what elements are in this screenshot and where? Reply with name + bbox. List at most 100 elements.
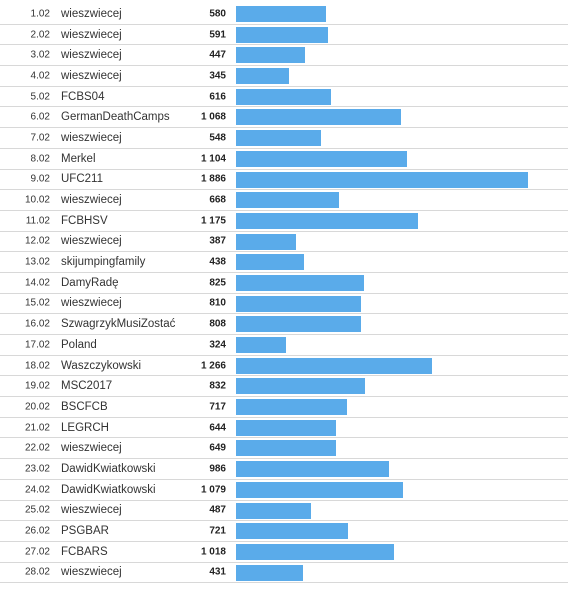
hashtag-label: wieszwiecej (61, 7, 122, 20)
bar (236, 88, 332, 105)
chart-row: 2.02 wieszwiecej 591 (0, 25, 568, 46)
bar (236, 233, 296, 250)
chart-row: 6.02 GermanDeathCamps 1 068 (0, 107, 568, 129)
date-label: 4.02 (30, 70, 50, 82)
chart-row: 28.02 wieszwiecej 431 (0, 563, 568, 584)
chart-row: 19.02 MSC2017 832 (0, 376, 568, 398)
date-label: 9.02 (30, 173, 50, 185)
value-label: 616 (209, 91, 226, 103)
bar (236, 171, 528, 188)
chart-row: 3.02 wieszwiecej 447 (0, 45, 568, 67)
chart-row: 11.02 FCBHSV 1 175 (0, 211, 568, 232)
value-label: 1 886 (200, 173, 226, 185)
hashtag-label: wieszwiecej (61, 235, 122, 248)
hashtag-label: DawidKwiatkowski (61, 483, 156, 496)
date-label: 15.02 (24, 297, 50, 309)
bar (236, 316, 362, 333)
chart-row: 27.02 FCBARS 1 018 (0, 542, 568, 563)
date-label: 25.02 (24, 504, 50, 516)
value-label: 580 (209, 8, 226, 20)
value-label: 487 (209, 504, 226, 516)
hashtag-label: wieszwiecej (61, 131, 122, 144)
value-label: 644 (209, 422, 226, 434)
hashtag-label: wieszwiecej (61, 69, 122, 82)
bar (236, 481, 404, 498)
date-label: 7.02 (30, 132, 50, 144)
date-label: 3.02 (30, 49, 50, 61)
hashtag-label: wieszwiecej (61, 28, 122, 41)
bar (236, 26, 328, 43)
date-label: 19.02 (24, 380, 50, 392)
hashtag-label: SzwagrzykMusiZostać (61, 318, 176, 331)
bar (236, 150, 407, 167)
bar (236, 6, 326, 22)
hashtag-label: wieszwiecej (61, 442, 122, 455)
date-label: 8.02 (30, 153, 50, 165)
chart-row: 9.02 UFC211 1 886 (0, 170, 568, 191)
value-label: 387 (209, 235, 226, 247)
bar (236, 130, 321, 147)
bar (236, 461, 389, 478)
chart-rows: 1.02 wieszwiecej 580 2.02 wieszwiecej 591 3.02… (0, 4, 568, 584)
value-label: 810 (209, 297, 226, 309)
chart-row: 21.02 LEGRCH 644 (0, 418, 568, 439)
chart-row: 24.02 DawidKwiatkowski 1 079 (0, 480, 568, 501)
chart-row: 22.02 wieszwiecej 649 (0, 438, 568, 460)
chart-row: 5.02 FCBS04 616 (0, 87, 568, 108)
date-label: 18.02 (24, 360, 50, 372)
date-label: 21.02 (24, 422, 50, 434)
chart-row: 26.02 PSGBAR 721 (0, 521, 568, 542)
hashtag-label: PSGBAR (61, 525, 109, 538)
bar (236, 419, 336, 436)
value-label: 345 (209, 70, 226, 82)
bar (236, 295, 362, 312)
chart-row: 7.02 wieszwiecej 548 (0, 128, 568, 149)
value-label: 1 104 (200, 153, 226, 165)
value-label: 1 175 (200, 215, 226, 227)
value-label: 431 (209, 566, 226, 578)
date-label: 2.02 (30, 29, 50, 41)
value-label: 591 (209, 29, 226, 41)
date-label: 5.02 (30, 91, 50, 103)
chart-row: 1.02 wieszwiecej 580 (0, 4, 568, 25)
bar (236, 68, 290, 85)
hashtag-label: wieszwiecej (61, 297, 122, 310)
chart-row: 18.02 Waszczykowski 1 266 (0, 356, 568, 377)
date-label: 22.02 (24, 442, 50, 454)
chart-row: 17.02 Poland 324 (0, 335, 568, 356)
hashtag-label: UFC211 (61, 173, 103, 186)
hashtag-label: DawidKwiatkowski (61, 462, 156, 475)
value-label: 668 (209, 194, 226, 206)
bar (236, 502, 312, 519)
hashtag-label: FCBHSV (61, 214, 108, 227)
hashtag-label: Waszczykowski (61, 359, 142, 372)
bar (236, 212, 418, 229)
date-label: 23.02 (24, 463, 50, 475)
hashtag-label: wieszwiecej (61, 566, 122, 579)
date-label: 24.02 (24, 484, 50, 496)
chart-row: 15.02 wieszwiecej 810 (0, 294, 568, 315)
date-label: 1.02 (30, 8, 50, 20)
bar (236, 254, 304, 271)
hashtag-label: MSC2017 (61, 380, 113, 393)
bar (236, 543, 394, 560)
date-label: 17.02 (24, 339, 50, 351)
value-label: 808 (209, 318, 226, 330)
value-label: 825 (209, 277, 226, 289)
chart-row: 10.02 wieszwiecej 668 (0, 190, 568, 211)
value-label: 649 (209, 442, 226, 454)
hashtag-label: FCBS04 (61, 90, 105, 103)
hashtag-label: LEGRCH (61, 421, 109, 434)
date-label: 16.02 (24, 318, 50, 330)
chart-row: 4.02 wieszwiecej 345 (0, 66, 568, 87)
hashtag-label: wieszwiecej (61, 194, 122, 207)
value-label: 438 (209, 256, 226, 268)
bar (236, 192, 340, 209)
chart-row: 16.02 SzwagrzykMusiZostać 808 (0, 314, 568, 335)
value-label: 717 (209, 401, 226, 413)
bar (236, 440, 337, 457)
value-label: 1 018 (200, 546, 226, 558)
hashtag-label: Merkel (61, 152, 96, 165)
value-label: 1 079 (200, 484, 226, 496)
